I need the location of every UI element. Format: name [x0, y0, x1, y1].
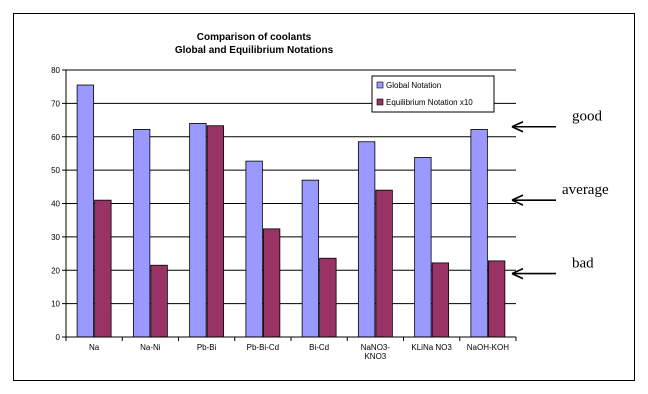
bar [206, 125, 225, 338]
y-tick-label: 80 [51, 66, 60, 75]
legend-label: Equilibrium Notation x10 [386, 98, 473, 107]
x-tick-label: Pb-Bi [197, 343, 217, 352]
bar [76, 84, 95, 338]
chart-frame: Comparison of coolants Global and Equili… [13, 13, 635, 381]
x-tick-label: NaNO3- [361, 343, 391, 352]
legend-label: Global Notation [386, 81, 441, 90]
y-tick-label: 50 [51, 166, 60, 175]
bar [319, 257, 337, 338]
bar [375, 189, 393, 338]
chart-subtitle: Global and Equilibrium Notations [175, 45, 334, 56]
legend: Global Notation Equilibrium Notation x10 [371, 75, 495, 113]
bar [262, 228, 281, 338]
x-tick-label: Bi-Cd [309, 343, 329, 352]
bar [132, 129, 151, 338]
x-tick-label: KLiNa NO3 [411, 343, 452, 352]
x-tick-label: KNO3 [364, 352, 386, 361]
y-tick-label: 40 [51, 200, 60, 209]
legend-swatch [376, 81, 384, 89]
annotation-label: good [572, 109, 603, 125]
bar-chart: Comparison of coolants Global and Equili… [51, 32, 609, 361]
y-tick-label: 30 [51, 233, 60, 242]
x-tick-label: Pb-Bi-Cd [247, 343, 279, 352]
legend-swatch [376, 98, 384, 106]
plot-area: 0 10 20 30 40 50 60 70 80 Na Na-Ni Pb-Bi Pb-Bi-Cd Bi-… [51, 66, 517, 361]
annotations: good average bad [511, 109, 609, 280]
annotation-label: bad [572, 256, 594, 272]
annotation-arrow-head [511, 267, 524, 280]
y-tick-label: 0 [56, 333, 61, 342]
y-tick-label: 20 [51, 266, 60, 275]
bar [189, 123, 207, 338]
annotation-label: average [562, 182, 609, 198]
y-tick-label: 10 [51, 300, 60, 309]
bar [357, 141, 376, 338]
bar [94, 199, 112, 338]
legend-box [371, 75, 495, 113]
bar [245, 160, 263, 338]
bar [414, 157, 432, 338]
bar [431, 262, 450, 338]
y-tick-label: 60 [51, 133, 60, 142]
bar [301, 179, 320, 338]
annotation-arrow-head [511, 121, 524, 133]
x-tick-label: NaOH-KOH [467, 343, 509, 352]
bar [150, 264, 168, 338]
bar [470, 129, 488, 338]
x-tick-label: Na [89, 343, 100, 352]
x-tick-label: Na-Ni [140, 343, 161, 352]
annotation-arrow-head [511, 194, 524, 206]
chart-title: Comparison of coolants [197, 32, 312, 43]
y-tick-label: 70 [51, 99, 60, 108]
bar [487, 260, 506, 338]
